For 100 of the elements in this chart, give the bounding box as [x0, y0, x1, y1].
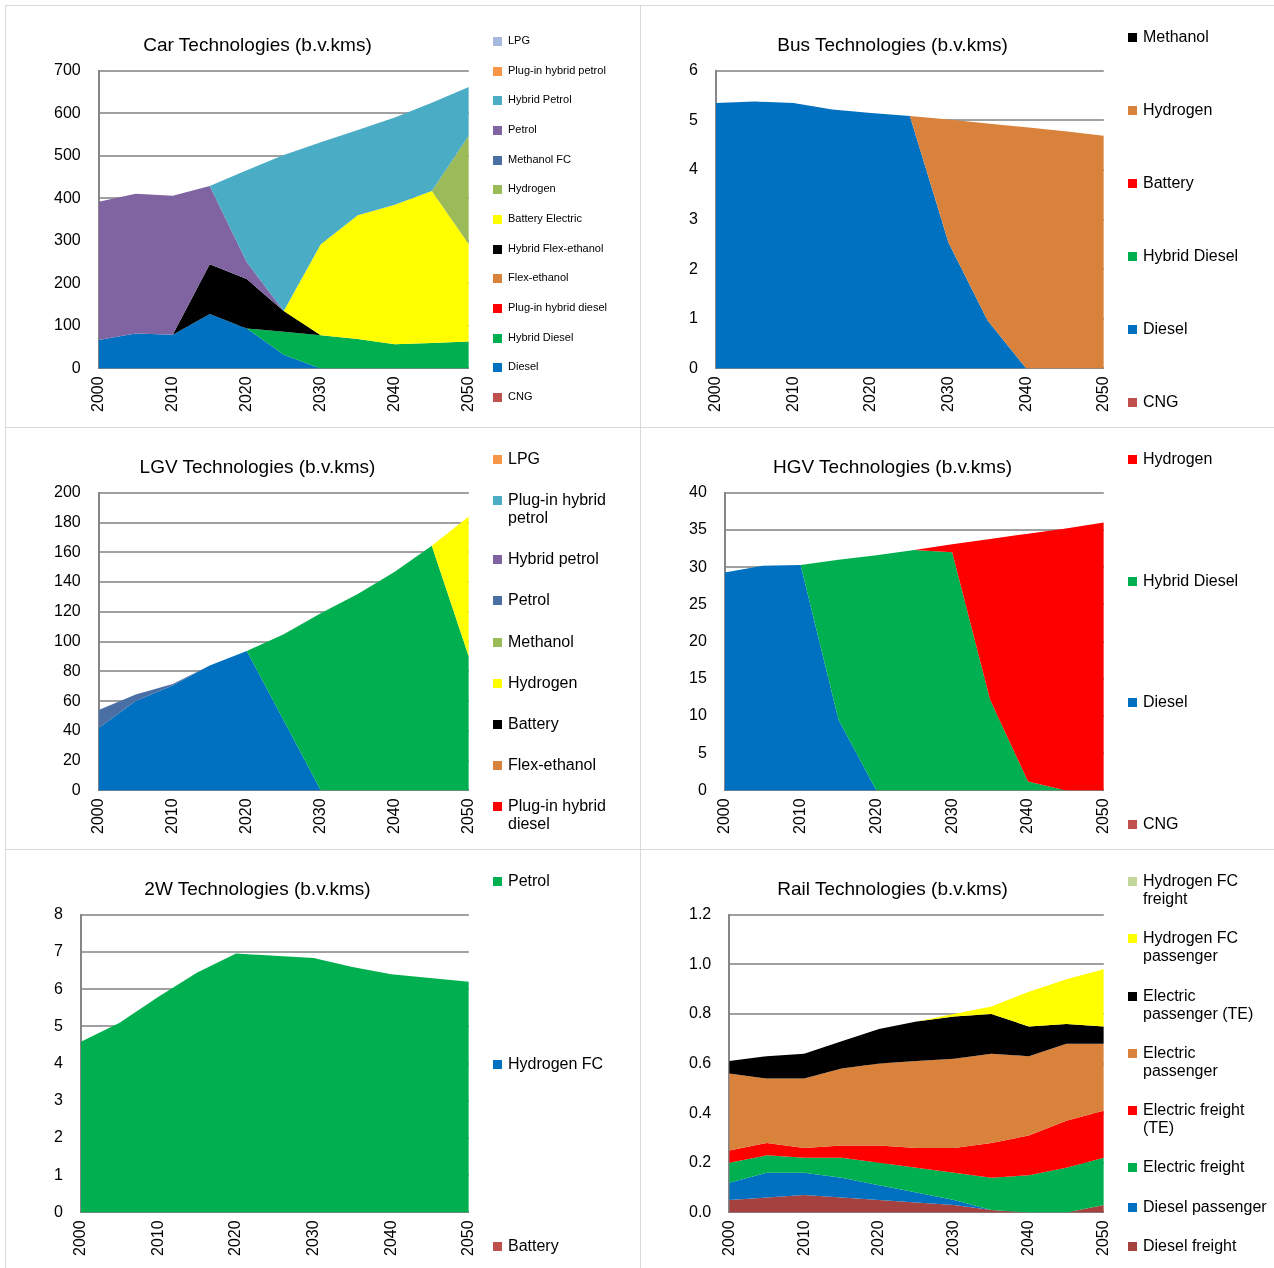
- x-tick-label: 2040: [1019, 1220, 1037, 1256]
- y-tick-label: 0: [71, 358, 81, 376]
- x-tick-label: 2030: [304, 1220, 322, 1256]
- legend-label: LPG: [508, 450, 541, 468]
- y-tick-label: 2: [53, 1128, 63, 1146]
- x-tick-label: 2010: [163, 798, 181, 834]
- legend-label: Electric passenger: [1143, 1043, 1219, 1080]
- x-tick-label: 2010: [163, 376, 181, 412]
- y-tick-label: 180: [53, 512, 81, 530]
- chart-title: 2W Technologies (b.v.kms): [144, 877, 371, 899]
- x-tick-label: 2010: [794, 1220, 812, 1256]
- y-tick-label: 20: [689, 632, 707, 650]
- legend-label: Hydrogen FC freight: [1143, 872, 1240, 908]
- y-tick-label: 1: [53, 1165, 63, 1183]
- legend-label: Plug-in hybrid diesel: [508, 300, 608, 313]
- x-tick-label: 2040: [385, 798, 403, 834]
- x-tick-label: 2000: [706, 376, 724, 412]
- y-tick-label: 60: [62, 691, 81, 709]
- y-tick-label: 0: [688, 358, 698, 376]
- y-tick-label: 0: [71, 780, 81, 798]
- x-tick-label: 2020: [226, 1220, 244, 1256]
- x-tick-label: 2000: [89, 376, 107, 412]
- y-tick-label: 300: [53, 231, 81, 249]
- legend-label: Hydrogen: [508, 673, 578, 692]
- legend-label: Diesel: [1143, 693, 1188, 712]
- x-tick-label: 2000: [715, 798, 733, 834]
- x-tick-label: 2050: [459, 798, 477, 834]
- legend-label: Electric freight: [1143, 1158, 1245, 1177]
- x-tick-label: 2040: [1018, 798, 1036, 834]
- x-tick-label: 2030: [942, 798, 960, 834]
- legend-label: Electric freight (TE): [1143, 1101, 1246, 1138]
- y-tick-label: 5: [697, 743, 707, 761]
- x-tick-label: 2030: [939, 376, 957, 412]
- y-tick-label: 15: [689, 669, 707, 687]
- x-tick-label: 2010: [148, 1220, 166, 1256]
- chart-title: Car Technologies (b.v.kms): [143, 33, 372, 55]
- y-tick-label: 40: [689, 483, 707, 501]
- y-tick-label: 140: [53, 572, 81, 590]
- x-tick-label: 2030: [944, 1220, 962, 1256]
- legend-label: Flex-ethanol: [508, 755, 597, 774]
- x-tick-label: 2020: [237, 376, 255, 412]
- legend-label: Hydrogen: [508, 182, 556, 195]
- legend-label: Methanol: [1143, 28, 1209, 46]
- y-tick-label: 0.2: [688, 1153, 712, 1171]
- y-tick-label: 80: [62, 661, 81, 679]
- x-tick-label: 2000: [71, 1220, 89, 1256]
- legend-label: Battery: [1143, 174, 1194, 192]
- legend-label: Hybrid Diesel: [1143, 571, 1239, 590]
- legend-label: Diesel: [1143, 320, 1188, 338]
- y-tick-label: 4: [688, 160, 698, 178]
- y-tick-label: 40: [62, 721, 81, 739]
- legend-label: Battery: [508, 714, 559, 733]
- y-tick-label: 100: [53, 632, 81, 650]
- y-tick-label: 500: [53, 146, 81, 164]
- y-tick-label: 20: [62, 751, 81, 769]
- x-tick-label: 2040: [1016, 376, 1034, 412]
- x-tick-label: 2020: [237, 798, 255, 834]
- legend-label: Electric passenger (TE): [1143, 986, 1255, 1023]
- x-tick-label: 2040: [385, 376, 403, 412]
- x-tick-label: 2030: [311, 798, 329, 834]
- legend-label: Hydrogen FC: [508, 1054, 604, 1073]
- legend-label: Hydrogen: [1143, 450, 1213, 468]
- legend-label: Diesel freight: [1143, 1236, 1237, 1255]
- x-tick-label: 2050: [1094, 1220, 1112, 1256]
- y-tick-label: 7: [53, 942, 63, 960]
- y-tick-label: 700: [53, 61, 81, 79]
- legend-label: LPG: [508, 34, 531, 46]
- y-tick-label: 600: [53, 103, 81, 121]
- y-tick-label: 1.0: [688, 954, 712, 972]
- y-tick-label: 0.4: [688, 1103, 712, 1121]
- legend-label: Flex-ethanol: [508, 271, 569, 284]
- chart-title: Bus Technologies (b.v.kms): [777, 33, 1008, 55]
- y-tick-label: 0.6: [688, 1054, 712, 1072]
- x-tick-label: 2050: [459, 1220, 477, 1256]
- y-tick-label: 35: [689, 520, 707, 538]
- y-tick-label: 6: [53, 979, 63, 997]
- x-tick-label: 2020: [869, 1220, 887, 1256]
- y-tick-label: 0.8: [688, 1004, 712, 1022]
- y-tick-label: 2: [688, 259, 698, 277]
- legend-label: CNG: [1143, 393, 1179, 411]
- y-tick-label: 100: [53, 316, 81, 334]
- y-tick-label: 1: [688, 309, 698, 327]
- y-tick-label: 5: [688, 110, 698, 128]
- legend-label: Petrol: [508, 122, 537, 135]
- legend-label: Petrol: [508, 591, 550, 610]
- y-tick-label: 1.2: [688, 905, 712, 923]
- legend-label: Hybrid Petrol: [508, 93, 572, 106]
- legend-label: Plug-in hybrid petrol: [508, 63, 606, 76]
- y-tick-label: 0: [697, 780, 707, 798]
- legend-label: CNG: [1143, 814, 1179, 833]
- legend-label: Battery: [508, 1237, 559, 1255]
- x-tick-label: 2050: [1094, 376, 1112, 412]
- y-tick-label: 400: [53, 188, 81, 206]
- x-tick-label: 2010: [791, 798, 808, 834]
- y-tick-label: 10: [689, 706, 707, 724]
- x-tick-label: 2050: [459, 376, 477, 412]
- x-tick-label: 2000: [719, 1220, 737, 1256]
- legend-label: Battery Electric: [508, 211, 582, 224]
- legend-label: Methanol FC: [508, 152, 571, 165]
- legend-label: Hydrogen: [1143, 101, 1213, 119]
